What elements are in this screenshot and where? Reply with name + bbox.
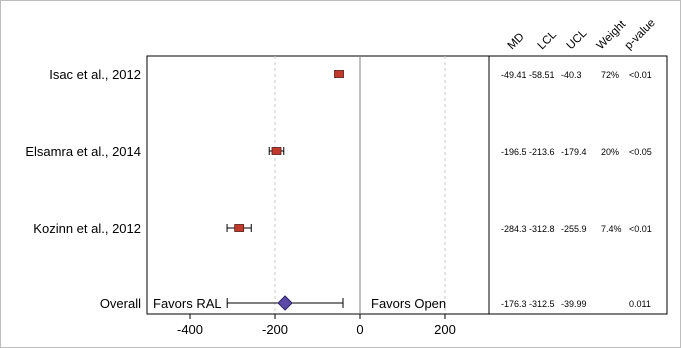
md-value: -284.3 bbox=[501, 224, 527, 234]
column-header: UCL bbox=[565, 27, 590, 52]
md-value: -49.41 bbox=[501, 70, 527, 80]
p-value: <0.05 bbox=[629, 147, 652, 157]
md-value: -176.3 bbox=[501, 299, 527, 309]
overall-label: Overall bbox=[100, 296, 141, 311]
weight-value: 7.4% bbox=[601, 224, 622, 234]
x-tick-label: -200 bbox=[262, 322, 288, 337]
column-header: MD bbox=[506, 31, 527, 52]
column-header: Weight bbox=[595, 18, 629, 52]
study-point bbox=[334, 70, 344, 78]
favors-right-label: Favors Open bbox=[371, 296, 446, 311]
lcl-value: -312.5 bbox=[529, 299, 555, 309]
p-value: <0.01 bbox=[629, 224, 652, 234]
ucl-value: -179.4 bbox=[561, 147, 587, 157]
study-point bbox=[271, 147, 282, 155]
x-tick-label: 0 bbox=[356, 322, 363, 337]
column-header: LCL bbox=[536, 28, 560, 52]
ucl-value: -39.99 bbox=[561, 299, 587, 309]
favors-left-label: Favors RAL bbox=[153, 296, 222, 311]
lcl-value: -58.51 bbox=[529, 70, 555, 80]
x-tick-label: 200 bbox=[434, 322, 456, 337]
plot-area bbox=[146, 55, 490, 315]
study-point bbox=[234, 224, 245, 232]
column-header: p-value bbox=[623, 17, 658, 52]
study-label: Elsamra et al., 2014 bbox=[25, 144, 141, 159]
p-value: 0.011 bbox=[629, 299, 651, 309]
study-label: Kozinn et al., 2012 bbox=[33, 221, 141, 236]
md-value: -196.5 bbox=[501, 147, 527, 157]
x-tick-label: -400 bbox=[177, 322, 203, 337]
overall-diamond bbox=[277, 295, 293, 311]
study-label: Isac et al., 2012 bbox=[49, 67, 141, 82]
stats-panel bbox=[488, 55, 668, 315]
lcl-value: -312.8 bbox=[529, 224, 555, 234]
ucl-value: -40.3 bbox=[561, 70, 582, 80]
weight-value: 20% bbox=[601, 147, 619, 157]
weight-value: 72% bbox=[601, 70, 619, 80]
p-value: <0.01 bbox=[629, 70, 652, 80]
ucl-value: -255.9 bbox=[561, 224, 587, 234]
lcl-value: -213.6 bbox=[529, 147, 555, 157]
